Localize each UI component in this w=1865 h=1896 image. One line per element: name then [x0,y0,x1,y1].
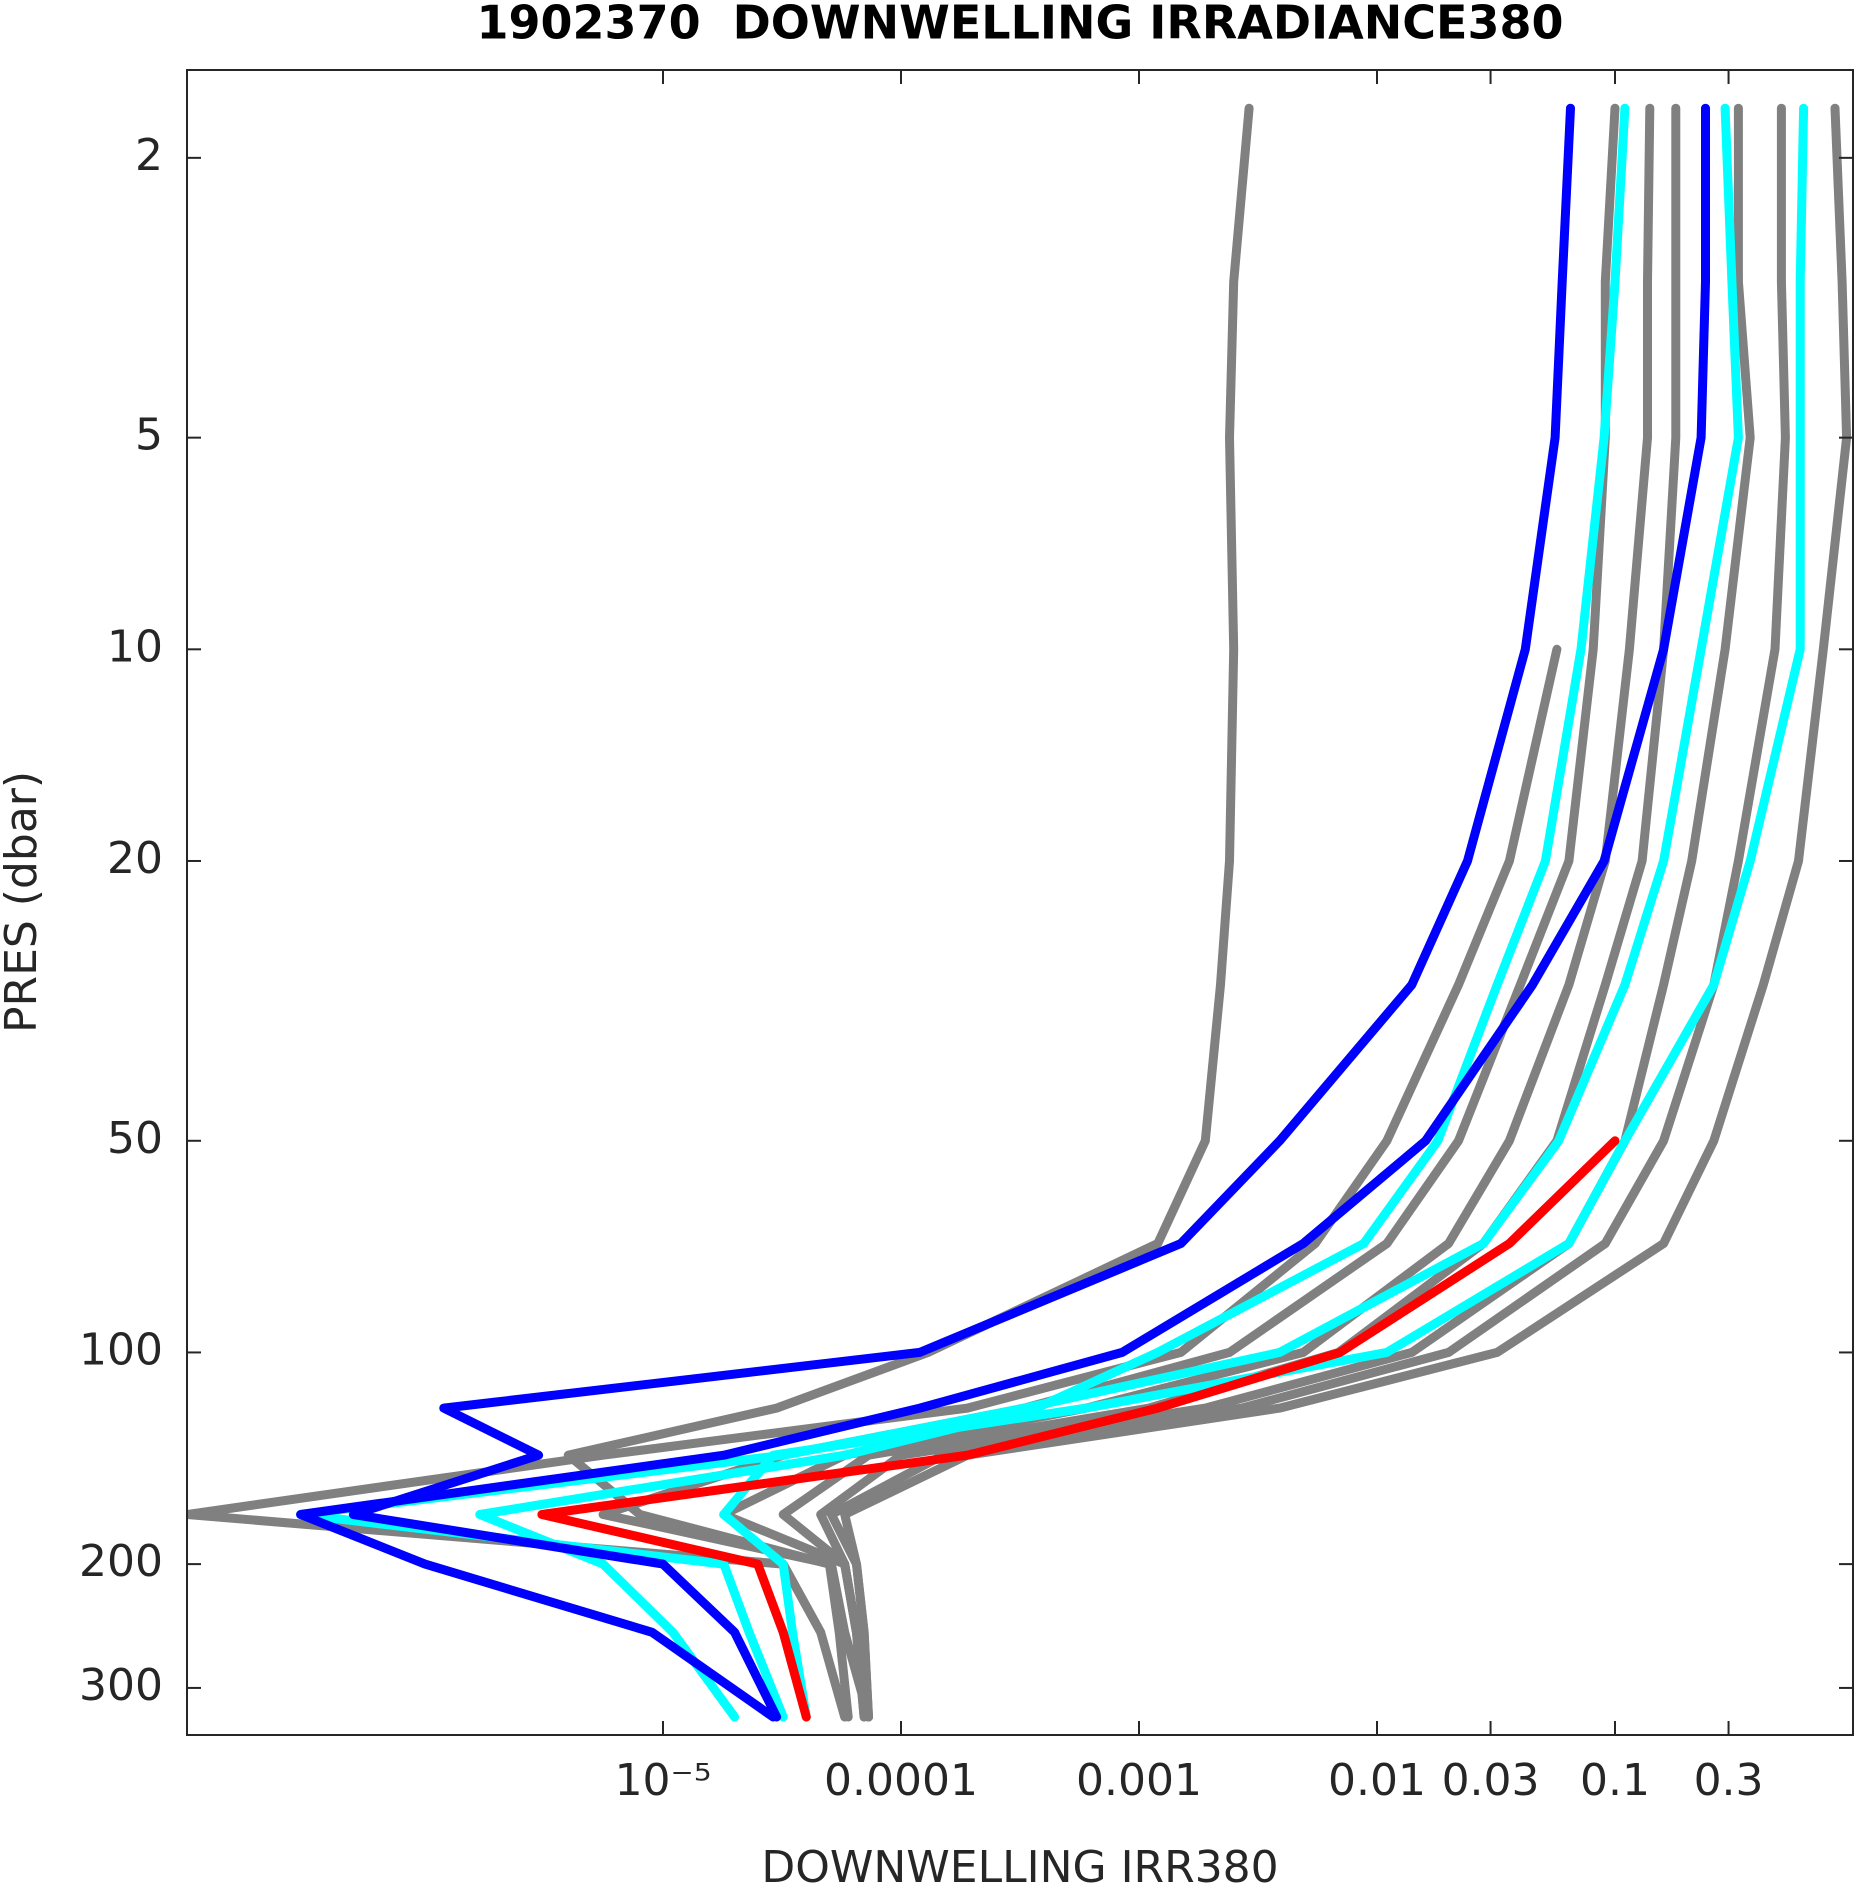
y-tick-label: 2 [135,130,163,181]
profile-line [537,1136,1620,1722]
x-tick-label: 0.3 [1694,1755,1764,1806]
lines [187,103,1852,1722]
y-tick-label: 100 [79,1324,163,1375]
x-axis-label: DOWNWELLING IRR380 [761,1842,1278,1893]
profile-line [840,103,1852,1722]
profile-line [598,103,1620,1722]
plot-frame [186,69,1854,1736]
y-tick-label: 20 [107,833,163,884]
profile-line [296,103,1710,1722]
x-tick-label: 0.01 [1328,1755,1426,1806]
y-tick-label: 200 [79,1536,163,1587]
profile-line [719,103,1655,1722]
x-tick-label: 10⁻⁵ [615,1755,712,1806]
x-tick-label: 0.0001 [824,1755,978,1806]
profile-line [826,103,1790,1722]
y-tick-label: 300 [79,1660,163,1711]
y-tick-label: 10 [107,621,163,672]
y-axis-label: PRES (dbar) [0,771,47,1033]
x-tick-label: 0.1 [1580,1755,1650,1806]
profile-line [719,103,1809,1722]
x-tick-label: 0.03 [1442,1755,1540,1806]
profile-line [348,103,1575,1722]
x-tick-label: 0.001 [1076,1755,1202,1806]
y-tick-label: 5 [135,410,163,461]
y-tick-label: 50 [107,1113,163,1164]
chart-title: 1902370 DOWNWELLING IRRADIANCE380 [477,0,1564,50]
profile-line [187,644,1562,1722]
